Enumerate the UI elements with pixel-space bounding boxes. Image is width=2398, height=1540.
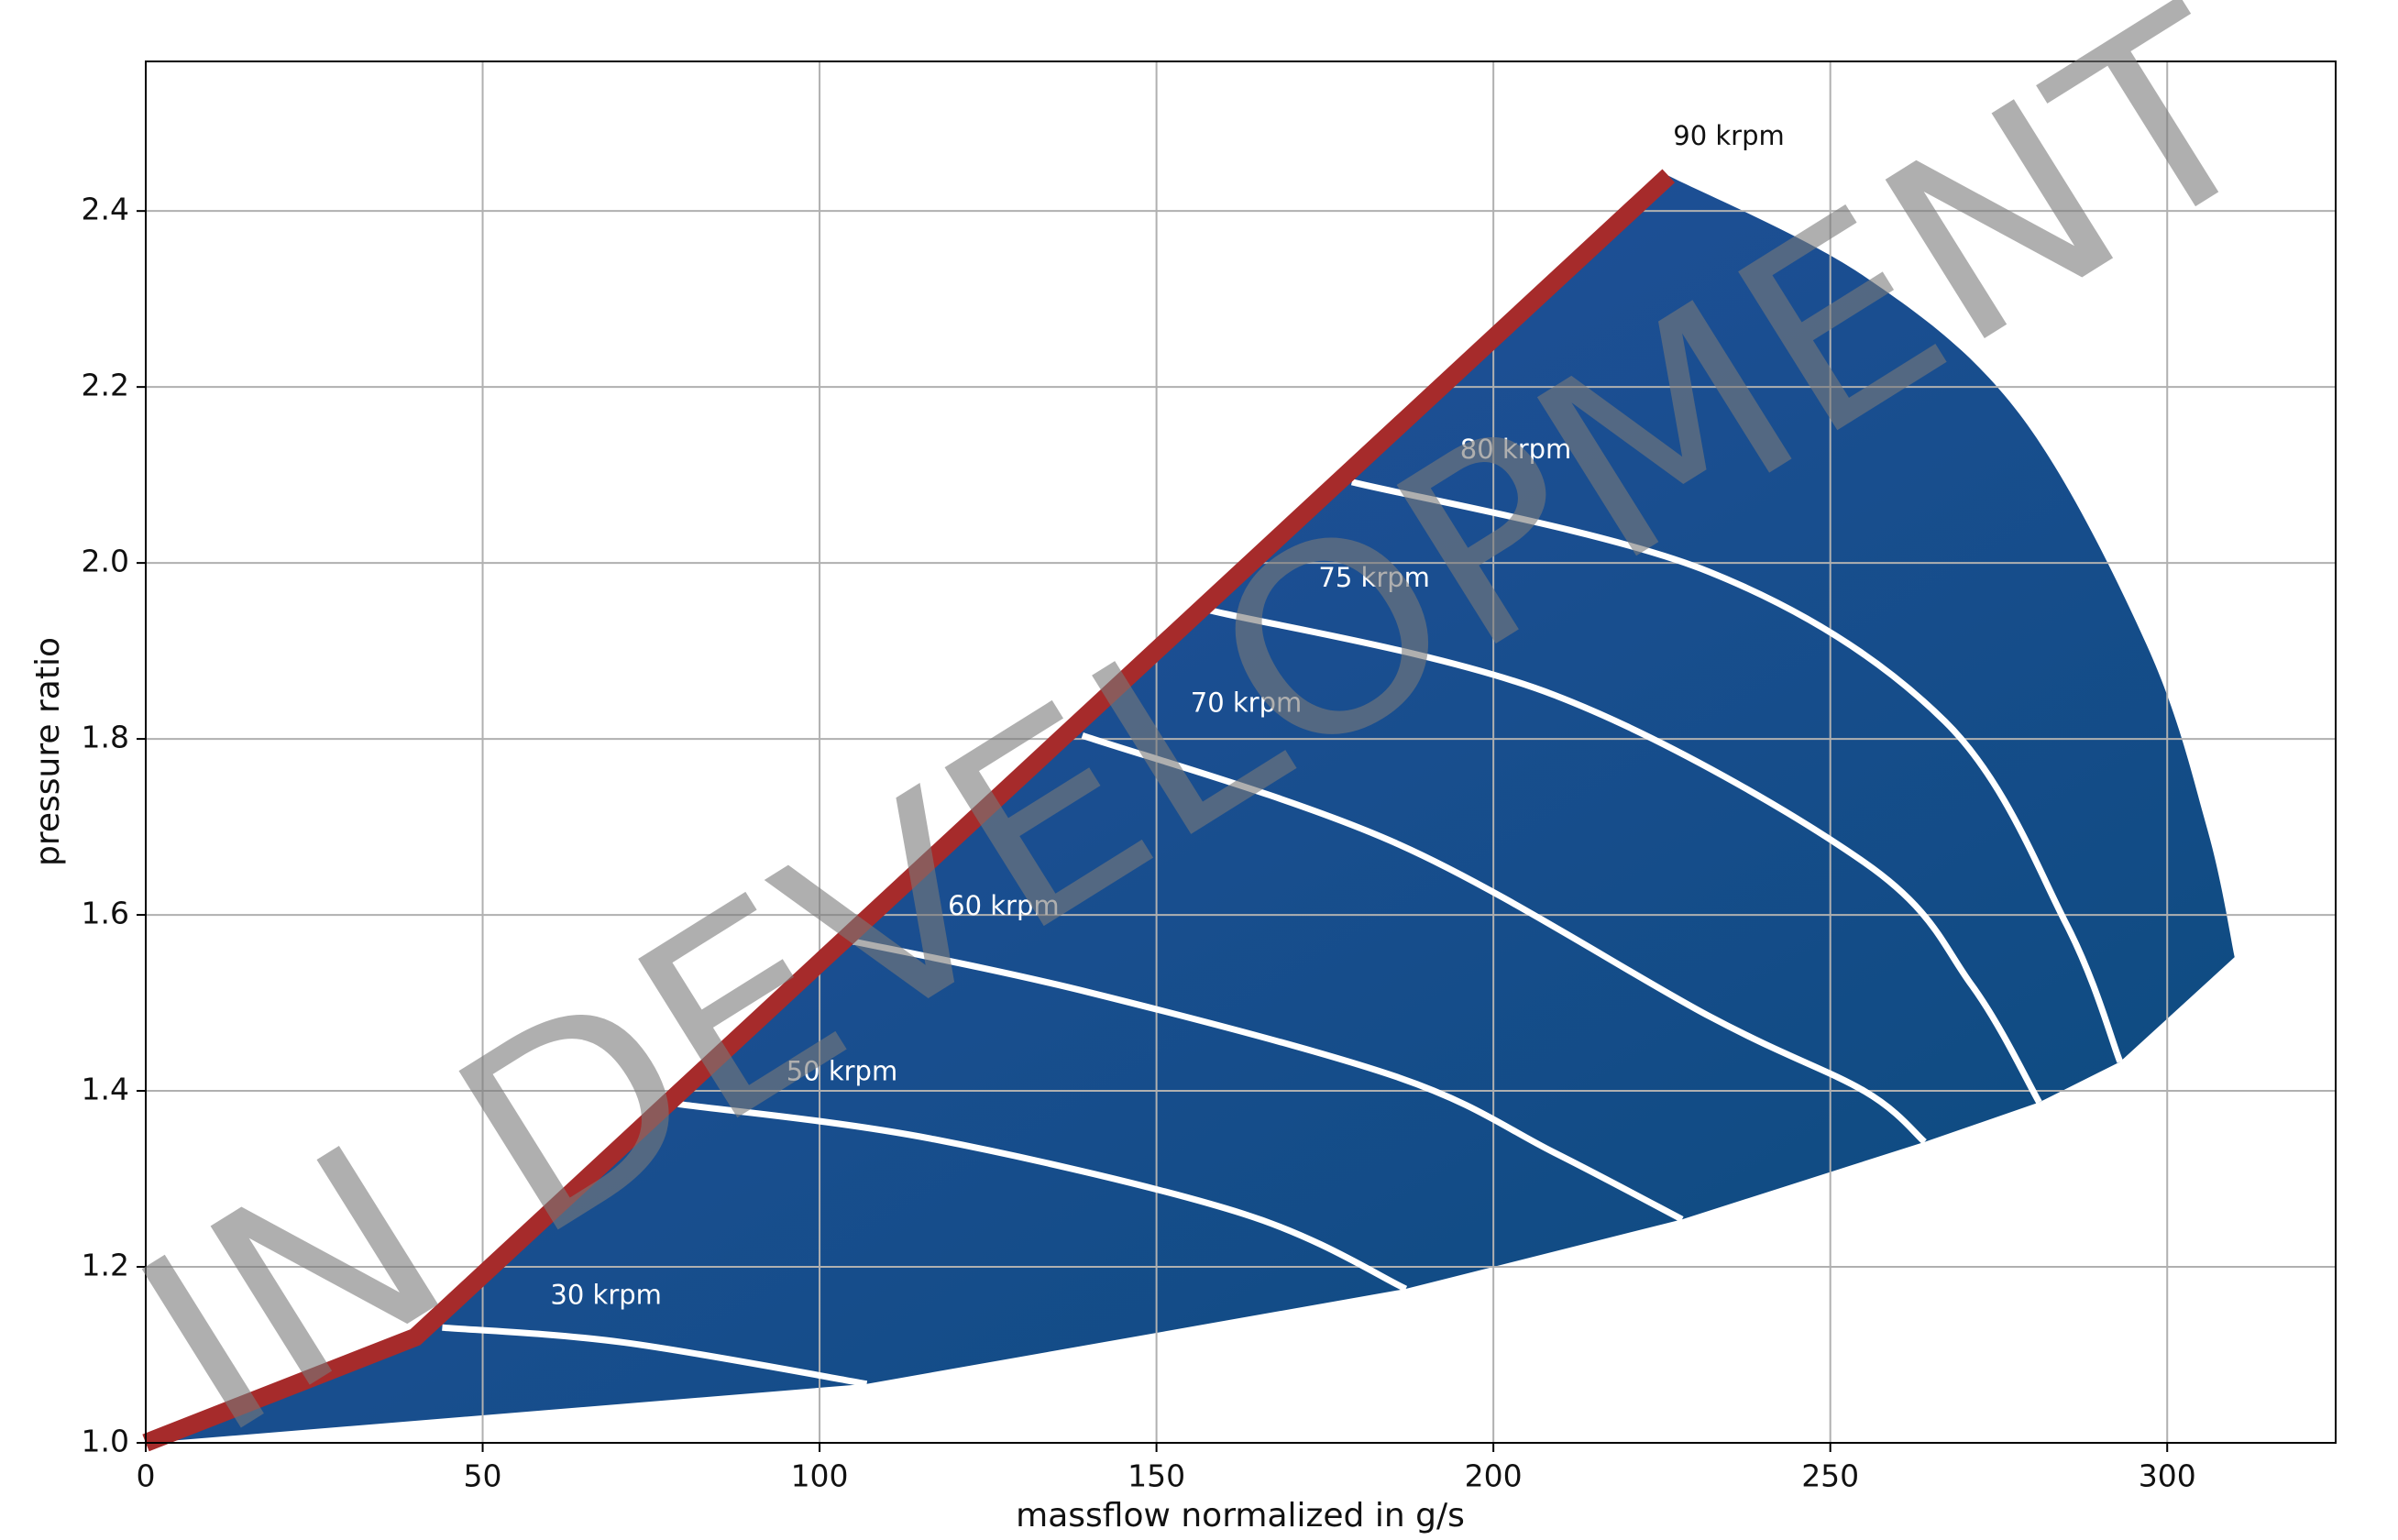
speed-label: 75 krpm <box>1318 562 1430 593</box>
speed-label: 80 krpm <box>1460 434 1572 465</box>
speed-label: 90 krpm <box>1673 120 1785 151</box>
speed-line <box>839 935 1684 1223</box>
speed-line <box>1209 607 2042 1105</box>
y-tick-label: 1.4 <box>82 1072 129 1107</box>
x-tick-label: 150 <box>1128 1458 1185 1494</box>
surge-line <box>142 169 1676 1452</box>
speed-line <box>442 1324 868 1388</box>
speed-line <box>1081 732 1927 1145</box>
y-tick-label: 2.2 <box>82 368 129 403</box>
y-tick-label: 1.2 <box>82 1248 129 1283</box>
y-tick-label: 2.4 <box>82 192 129 227</box>
x-tick-label: 300 <box>2139 1458 2196 1494</box>
x-tick-label: 50 <box>464 1458 502 1494</box>
speed-label: 50 krpm <box>786 1055 898 1086</box>
y-tick-label: 1.6 <box>82 896 129 931</box>
speed-line <box>1350 478 2124 1063</box>
y-axis-label: pressure ratio <box>29 637 67 866</box>
speed-label: 60 krpm <box>948 890 1060 921</box>
y-tick-label: 1.0 <box>82 1424 129 1459</box>
y-tick-label: 2.0 <box>82 544 129 579</box>
operating-region <box>146 175 2235 1443</box>
speed-line <box>677 1100 1408 1292</box>
x-tick-label: 250 <box>1801 1458 1859 1494</box>
speed-label: 30 krpm <box>550 1279 662 1310</box>
x-tick-label: 200 <box>1465 1458 1523 1494</box>
speed-label: 70 krpm <box>1191 687 1303 718</box>
y-tick-label: 1.8 <box>82 720 129 755</box>
x-tick-label: 0 <box>137 1458 156 1494</box>
plot-frame <box>145 60 2337 1444</box>
x-axis-label: massflow normalized in g/s <box>1016 1497 1465 1534</box>
x-tick-label: 100 <box>791 1458 849 1494</box>
